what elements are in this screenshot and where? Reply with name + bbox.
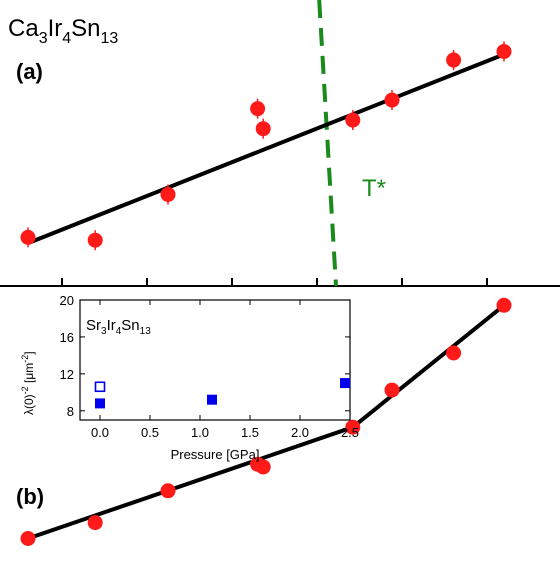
inset-x-tick-label: 2.0	[291, 425, 309, 440]
inset-point	[95, 398, 105, 409]
data-point	[87, 515, 103, 531]
inset-x-tick-label: 0.5	[141, 425, 159, 440]
fit-line-a	[27, 52, 505, 245]
data-point	[384, 90, 400, 111]
data-point	[20, 531, 36, 546]
panel-a-ticks	[61, 278, 488, 286]
inset-point	[207, 394, 217, 405]
inset-x-axis-label: Pressure [GPa]	[171, 447, 260, 462]
inset-x-tick-label: 2.5	[341, 425, 359, 440]
transition-label: T*	[362, 175, 386, 202]
transition-line	[317, 0, 338, 287]
data-point	[345, 419, 361, 435]
inset-point-open	[94, 381, 106, 393]
panel-label-a: (a)	[16, 59, 43, 84]
inset-compound-label: Sr3Ir4Sn13	[86, 317, 151, 337]
inset-chart: Sr3Ir4Sn13 0.0 0.5 1.0 1.5 2.0 2.5 8 12 16 20 Pr…	[20, 293, 359, 462]
data-point	[87, 230, 103, 251]
inset-x-tick-label: 1.0	[191, 425, 209, 440]
data-point	[446, 50, 462, 71]
data-point	[255, 459, 271, 475]
inset-y-tick-label: 16	[60, 330, 74, 345]
panel-a-points	[20, 41, 512, 251]
panel-a: Ca3Ir4Sn13 (a) T*	[0, 0, 560, 287]
data-point	[496, 297, 512, 313]
panel-b-points	[20, 297, 512, 546]
inset-x-tick-label: 0.0	[91, 425, 109, 440]
compound-label-a: Ca3Ir4Sn13	[8, 15, 118, 47]
panel-b: (b)	[16, 297, 512, 546]
inset-y-ticks: 8 12 16 20	[60, 293, 350, 419]
data-point	[446, 345, 462, 361]
inset-x-ticks: 0.0 0.5 1.0 1.5 2.0 2.5	[91, 300, 359, 440]
inset-x-tick-label: 1.5	[241, 425, 259, 440]
inset-y-tick-label: 8	[67, 404, 74, 419]
inset-point	[340, 378, 350, 389]
data-point	[345, 110, 361, 131]
data-point	[160, 483, 176, 499]
inset-y-tick-label: 20	[60, 293, 74, 308]
data-point	[20, 227, 36, 248]
data-point	[384, 382, 400, 398]
data-point	[255, 118, 271, 139]
data-point	[250, 98, 266, 119]
inset-y-tick-label: 12	[60, 367, 74, 382]
data-point	[496, 41, 512, 62]
inset-points	[94, 378, 350, 409]
data-point	[160, 184, 176, 205]
panel-label-b: (b)	[16, 484, 44, 509]
inset-y-axis-label: λ(0)-2 [μm-2]	[20, 351, 36, 415]
